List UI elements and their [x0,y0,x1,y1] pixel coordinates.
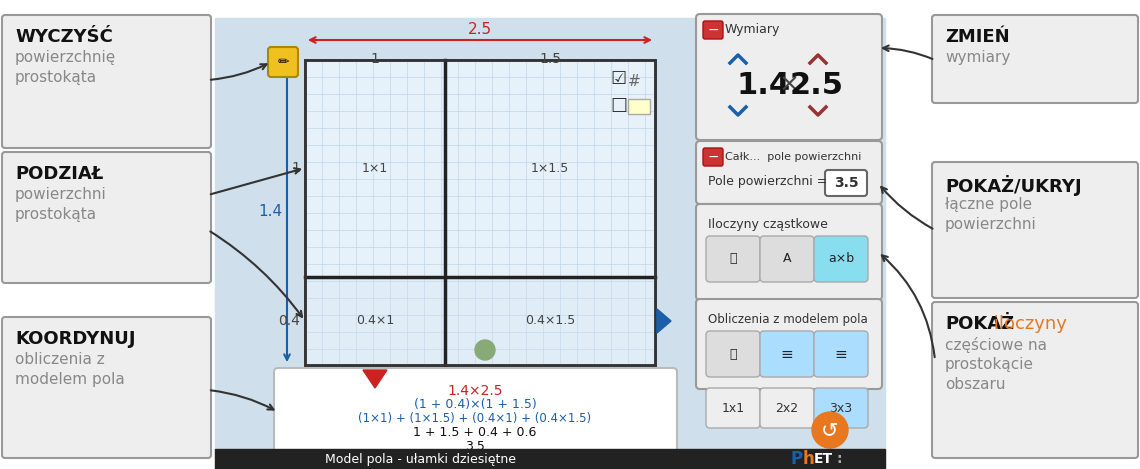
Text: wymiary: wymiary [945,50,1010,65]
Text: ☑: ☑ [610,70,626,88]
Text: h: h [803,450,815,468]
Bar [306,60,656,365]
Text: powierzchnię: powierzchnię [15,50,116,65]
FancyBboxPatch shape [697,204,882,300]
Text: KOORDYNUJ: KOORDYNUJ [15,330,136,348]
Text: częściowe na: częściowe na [945,337,1047,353]
Text: POKAŻ: POKAŻ [945,315,1013,333]
Text: prostokącie: prostokącie [945,357,1034,372]
FancyBboxPatch shape [697,141,882,204]
Text: 1×1.5: 1×1.5 [531,161,569,174]
FancyBboxPatch shape [697,299,882,389]
Text: powierzchni: powierzchni [945,217,1036,232]
Text: P: P [790,450,803,468]
Text: modelem pola: modelem pola [15,372,124,387]
Text: 2.5: 2.5 [790,70,844,99]
FancyBboxPatch shape [760,331,814,377]
FancyBboxPatch shape [760,236,814,282]
Polygon shape [363,370,386,388]
Text: 0.4×1.5: 0.4×1.5 [524,315,575,327]
Text: 3.5: 3.5 [833,176,858,190]
Bar [306,60,656,365]
Text: (1 + 0.4)×(1 + 1.5): (1 + 0.4)×(1 + 1.5) [414,398,537,411]
Text: 3x3: 3x3 [830,401,853,415]
Text: ZMIEŃ: ZMIEŃ [945,28,1010,46]
Text: 0.4: 0.4 [278,314,300,328]
FancyBboxPatch shape [760,388,814,428]
Bar [628,99,650,114]
Text: łączne pole: łączne pole [945,197,1032,212]
Text: 2.5: 2.5 [467,22,492,37]
Text: 3.5: 3.5 [465,440,484,453]
FancyBboxPatch shape [268,47,298,77]
Text: Model pola - ułamki dziesiętne: Model pola - ułamki dziesiętne [325,453,516,466]
Text: ET: ET [814,452,833,466]
Text: 1 + 1.5 + 0.4 + 0.6: 1 + 1.5 + 0.4 + 0.6 [414,426,537,439]
FancyBboxPatch shape [814,331,868,377]
Text: obliczenia z: obliczenia z [15,352,105,367]
Text: Pole powierzchni =: Pole powierzchni = [708,174,828,188]
FancyBboxPatch shape [274,368,677,456]
Text: prostokąta: prostokąta [15,207,97,222]
Text: ≡: ≡ [781,347,793,362]
FancyBboxPatch shape [814,236,868,282]
FancyBboxPatch shape [703,21,723,39]
FancyBboxPatch shape [706,331,760,377]
Text: obszaru: obszaru [945,377,1005,392]
FancyBboxPatch shape [933,162,1138,298]
Text: iloczyny: iloczyny [987,315,1066,333]
FancyBboxPatch shape [706,236,760,282]
FancyBboxPatch shape [703,148,723,166]
Text: 👁: 👁 [730,252,736,265]
Text: ≡: ≡ [834,347,847,362]
FancyBboxPatch shape [2,152,211,283]
Text: 1.4: 1.4 [258,204,282,219]
Text: 0.4×1: 0.4×1 [356,315,394,327]
Text: :: : [837,452,842,466]
FancyBboxPatch shape [933,302,1138,458]
Bar [306,60,656,365]
FancyBboxPatch shape [2,15,211,148]
Text: a×b: a×b [828,252,854,265]
FancyBboxPatch shape [697,14,882,140]
Bar [215,18,885,450]
Text: Iloczyny cząstkowe: Iloczyny cząstkowe [708,218,828,231]
Text: POKAŻ/UKRYJ: POKAŻ/UKRYJ [945,175,1082,196]
Text: #: # [628,74,641,89]
Text: 1x1: 1x1 [722,401,744,415]
Text: 1.5: 1.5 [539,52,561,66]
Text: ×: × [779,73,799,97]
Text: WYCZYŚĆ: WYCZYŚĆ [15,28,113,46]
Text: prostokąta: prostokąta [15,70,97,85]
Text: 1×1: 1×1 [361,161,388,174]
Text: ↺: ↺ [821,420,839,440]
Text: 1: 1 [370,52,380,66]
Text: −: − [707,150,719,164]
Circle shape [475,340,495,360]
Text: Wymiary: Wymiary [725,23,781,37]
Bar [306,277,656,365]
Text: Całk...  pole powierzchni: Całk... pole powierzchni [725,152,862,162]
FancyBboxPatch shape [825,170,868,196]
FancyBboxPatch shape [814,388,868,428]
Text: 1.4×2.5: 1.4×2.5 [447,384,503,398]
Polygon shape [657,309,671,333]
FancyBboxPatch shape [933,15,1138,103]
Text: PODZIAŁ: PODZIAŁ [15,165,104,183]
Circle shape [812,412,848,448]
Text: −: − [707,23,719,37]
FancyBboxPatch shape [2,317,211,458]
Text: powierzchni: powierzchni [15,187,107,202]
Text: 2x2: 2x2 [775,401,798,415]
Text: (1×1) + (1×1.5) + (0.4×1) + (0.4×1.5): (1×1) + (1×1.5) + (0.4×1) + (0.4×1.5) [358,412,592,425]
Text: A: A [783,252,791,265]
Text: 👁: 👁 [730,348,736,361]
Text: 1.4: 1.4 [736,70,791,99]
Bar [215,449,885,469]
Text: ✏: ✏ [277,55,288,69]
FancyBboxPatch shape [706,388,760,428]
Text: Obliczenia z modelem pola: Obliczenia z modelem pola [708,313,868,326]
Text: □: □ [610,96,627,114]
Text: 1: 1 [291,161,300,175]
